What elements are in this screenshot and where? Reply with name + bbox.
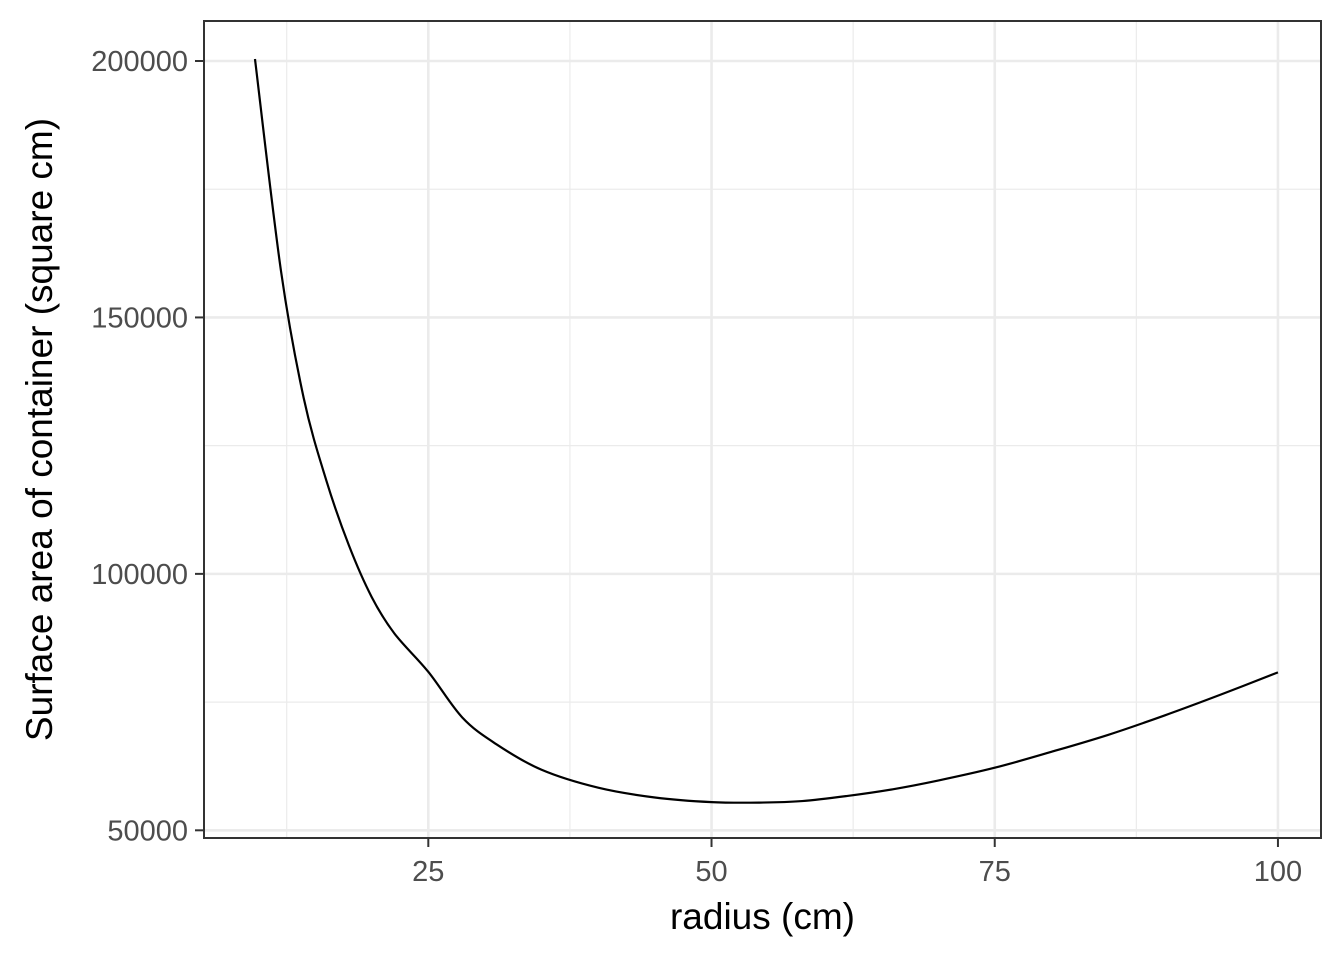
x-tick-label-3: 100 xyxy=(1254,856,1302,888)
plot-panel-border xyxy=(203,20,1322,839)
series-layer xyxy=(253,58,1279,804)
y-tick-label-0: 50000 xyxy=(107,815,188,847)
y-tick-label-3: 200000 xyxy=(91,46,188,78)
x-tick-label-1: 50 xyxy=(695,856,727,888)
y-tick-label-2: 150000 xyxy=(91,302,188,334)
x-axis: 25 50 75 100 xyxy=(412,838,1302,888)
x-axis-title: radius (cm) xyxy=(670,896,855,937)
x-tick-label-0: 25 xyxy=(412,856,444,888)
minor-gridlines xyxy=(204,21,1321,838)
major-gridlines xyxy=(204,21,1321,838)
y-axis-title: Surface area of container (square cm) xyxy=(19,118,60,741)
y-axis: 50000 100000 150000 200000 xyxy=(91,46,204,847)
x-tick-label-2: 75 xyxy=(979,856,1011,888)
plot-panel xyxy=(204,21,1321,838)
y-tick-label-1: 100000 xyxy=(91,559,188,591)
series-line-0 xyxy=(253,58,1279,804)
